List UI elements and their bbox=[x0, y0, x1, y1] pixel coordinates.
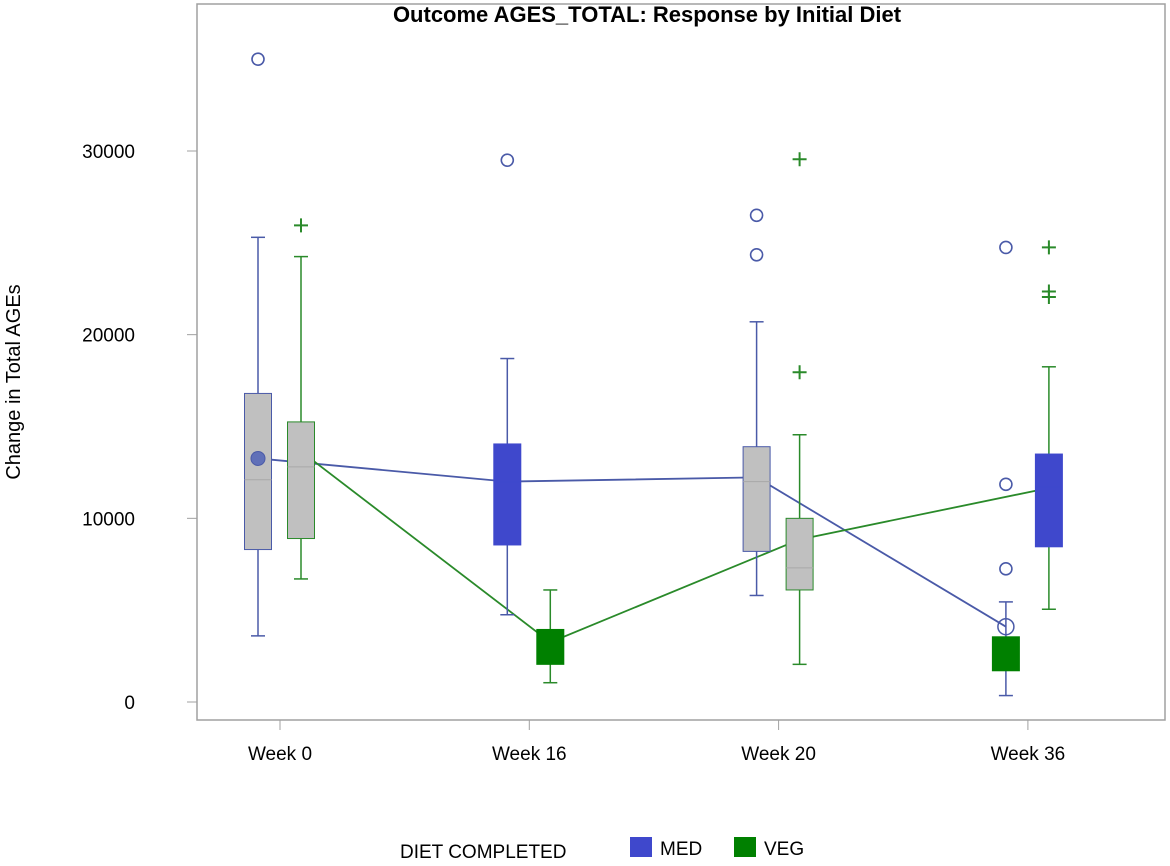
outlier-med-week-36 bbox=[999, 240, 1013, 255]
box-veg-week-36 bbox=[1034, 453, 1063, 548]
box-veg-week-20 bbox=[785, 517, 814, 591]
outlier-med-week-36 bbox=[999, 562, 1013, 576]
mean-lines bbox=[257, 450, 1050, 644]
mean-line-veg bbox=[300, 450, 1050, 644]
outlier-veg-week-36 bbox=[1041, 290, 1056, 305]
outlier-med-week-20 bbox=[749, 247, 764, 262]
outlier-med-week-20 bbox=[749, 208, 764, 223]
x-tick-label: Week 20 bbox=[741, 744, 816, 765]
y-tick-label: 20000 bbox=[82, 326, 135, 347]
chart-title: Outcome AGES_TOTAL: Response by Initial … bbox=[393, 2, 902, 27]
legend-title: DIET COMPLETED bbox=[400, 842, 566, 861]
y-tick-label: 0 bbox=[124, 693, 135, 714]
box-med-week-16 bbox=[493, 443, 522, 546]
outlier-veg-week-36 bbox=[1041, 240, 1056, 255]
x-tick-label: Week 0 bbox=[248, 744, 312, 765]
y-tick-label: 10000 bbox=[82, 509, 135, 530]
y-axis: 0 10000 20000 30000 bbox=[82, 142, 197, 714]
outlier-med-week-0 bbox=[251, 52, 265, 66]
outlier-med-week-36 bbox=[999, 477, 1013, 492]
outlier-veg-week-0 bbox=[294, 218, 308, 233]
legend: DIET COMPLETED MED VEG bbox=[400, 837, 804, 863]
x-tick-label: Week 16 bbox=[492, 744, 567, 765]
outlier-veg-week-20 bbox=[792, 365, 807, 380]
box-med-week-36 bbox=[991, 636, 1020, 672]
outlier-med-week-16 bbox=[500, 153, 515, 167]
outlier-veg-week-20 bbox=[792, 152, 807, 167]
x-axis: Week 0 Week 16 Week 20 Week 36 bbox=[248, 720, 1065, 765]
box-med-week-20 bbox=[742, 446, 771, 552]
box-veg-week-16 bbox=[536, 628, 565, 665]
y-axis-label: Change in Total AGEs bbox=[3, 284, 25, 479]
box-med-week-0 bbox=[244, 392, 272, 551]
legend-label-veg: VEG bbox=[764, 839, 804, 860]
x-tick-label: Week 36 bbox=[991, 744, 1066, 765]
mean-marker-med-week-0 bbox=[250, 450, 266, 466]
boxes bbox=[244, 52, 1063, 697]
box-veg-week-0 bbox=[287, 421, 315, 540]
legend-swatch-veg bbox=[734, 837, 756, 857]
y-tick-label: 30000 bbox=[82, 142, 135, 163]
mean-marker-med-week-36 bbox=[997, 617, 1015, 636]
legend-swatch-med bbox=[630, 837, 652, 857]
legend-label-med: MED bbox=[660, 839, 702, 860]
plot-frame bbox=[196, 3, 1166, 721]
mean-line-med bbox=[257, 457, 1007, 628]
